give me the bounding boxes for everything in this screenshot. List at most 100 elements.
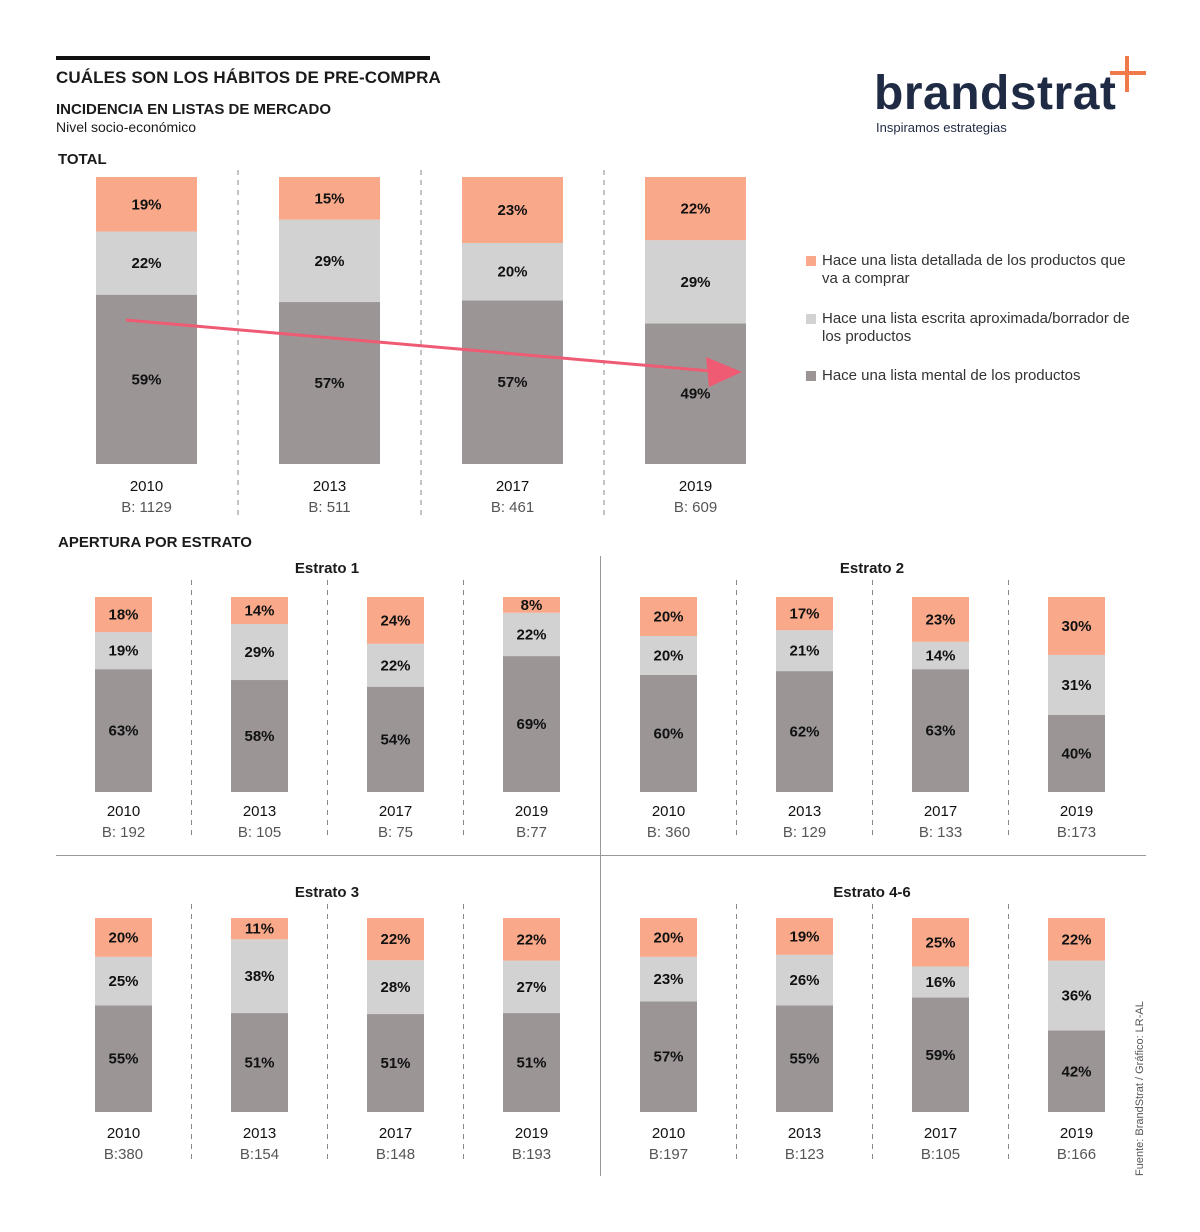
trend-arrow-line [125,318,723,374]
bar-segment-estrato-4-6-2013-mental [776,1005,833,1112]
data-label: 27% [516,979,546,996]
legend-label: Hace una lista escrita aproximada/borrad… [822,310,1130,345]
trend-arrow-head [706,357,742,387]
bar-segment-estrato-2-2019-mental [1048,714,1105,792]
data-label: 29% [680,274,710,291]
bar-segment-estrato-3-2010-escrita [95,956,152,1006]
data-label: 60% [653,726,683,743]
data-label: 28% [380,979,410,996]
legend-label: Hace una lista mental de los productos [822,367,1081,384]
bar-segment-estrato-4-6-2010-escrita [640,956,697,1002]
bar-segment-total-2019-detallada [645,177,746,241]
base-label: B: 133 [919,824,962,841]
data-label: 21% [789,643,819,660]
bar-segment-estrato-4-6-2019-detallada [1048,918,1105,961]
data-label: 57% [314,375,344,392]
base-label: B: 75 [378,824,413,841]
data-label: 23% [925,611,955,628]
bar-segment-estrato-2-2019-detallada [1048,597,1105,655]
bar-segment-estrato-2-2017-detallada [912,597,969,642]
legend-swatch-detallada [806,256,816,266]
bar-segment-estrato-1-2013-escrita [231,624,288,681]
panel-title-estrato-2: Estrato 2 [839,560,905,577]
data-label: 26% [789,972,819,989]
x-tick-label: 2019 [515,803,548,820]
data-label: 57% [653,1049,683,1066]
bar-segment-estrato-3-2013-mental [231,1013,288,1112]
bar-segment-total-2013-escrita [279,219,380,303]
legend-swatch-mental [806,371,816,381]
data-label: 59% [925,1047,955,1064]
legend-label: Hace una lista detallada de los producto… [822,252,1126,287]
data-label: 31% [1061,677,1091,694]
data-label: 14% [925,648,955,665]
bar-segment-estrato-3-2010-mental [95,1005,152,1112]
base-label: B: 192 [102,824,145,841]
data-label: 51% [380,1055,410,1072]
bar-segment-estrato-4-6-2017-detallada [912,918,969,967]
data-label: 20% [653,648,683,665]
data-label: 25% [108,973,138,990]
data-label: 16% [925,974,955,991]
x-tick-label: 2010 [130,478,163,495]
data-label: 22% [1061,931,1091,948]
data-label: 59% [131,371,161,388]
bar-segment-estrato-4-6-2017-mental [912,997,969,1112]
data-label: 55% [108,1051,138,1068]
bar-segment-estrato-2-2019-escrita [1048,654,1105,715]
bar-segment-estrato-3-2010-detallada [95,918,152,957]
data-label: 20% [653,929,683,946]
bar-segment-total-2017-mental [462,300,563,464]
base-label: B: 609 [674,499,717,516]
data-label: 22% [380,931,410,948]
bar-segment-estrato-2-2010-detallada [640,597,697,636]
bar-segment-total-2013-mental [279,302,380,464]
x-tick-label: 2013 [788,803,821,820]
base-label: B:193 [512,1146,551,1163]
x-tick-label: 2013 [243,803,276,820]
bar-segment-estrato-1-2017-mental [367,686,424,792]
bar-segment-estrato-3-2019-mental [503,1013,560,1112]
x-tick-label: 2017 [379,1125,412,1142]
data-label: 42% [1061,1063,1091,1080]
data-label: 69% [516,716,546,733]
bar-segment-total-2019-mental [645,323,746,464]
brand-tagline: Inspiramos estrategias [876,120,1007,135]
bar-segment-estrato-4-6-2010-detallada [640,918,697,957]
page-subtitle-secondary: Nivel socio-económico [56,119,197,135]
data-label: 29% [244,644,274,661]
page-title: CUÁLES SON LOS HÁBITOS DE PRE-COMPRA [56,68,441,87]
data-label: 22% [131,255,161,272]
data-label: 29% [314,253,344,270]
bar-segment-estrato-2-2010-mental [640,675,697,792]
data-label: 15% [314,190,344,207]
bar-segment-total-2010-escrita [96,231,197,295]
bar-segment-estrato-2-2013-escrita [776,630,833,672]
base-label: B: 105 [238,824,281,841]
x-tick-label: 2017 [496,478,529,495]
data-label: 54% [380,731,410,748]
base-label: B: 511 [308,499,350,516]
base-label: B:148 [376,1146,415,1163]
bar-segment-estrato-1-2010-mental [95,669,152,792]
bar-segment-estrato-1-2019-detallada [503,597,560,613]
data-label: 36% [1061,988,1091,1005]
x-tick-label: 2013 [313,478,346,495]
bar-segment-estrato-3-2019-escrita [503,960,560,1014]
x-tick-label: 2017 [924,1125,957,1142]
panel-title-estrato-4-6: Estrato 4-6 [833,884,911,901]
data-label: 22% [680,201,710,218]
data-label: 11% [245,921,274,938]
bar-segment-estrato-1-2013-detallada [231,597,288,625]
data-label: 25% [925,934,955,951]
bar-segment-estrato-4-6-2019-escrita [1048,960,1105,1031]
base-label: B: 360 [647,824,690,841]
bar-segment-total-2017-detallada [462,177,563,244]
apertura-section-label: APERTURA POR ESTRATO [58,534,252,551]
bar-segment-total-2010-detallada [96,177,197,232]
bar-segment-estrato-1-2019-mental [503,656,560,792]
x-tick-label: 2017 [924,803,957,820]
total-section-label: TOTAL [58,151,107,168]
data-label: 30% [1061,618,1091,635]
